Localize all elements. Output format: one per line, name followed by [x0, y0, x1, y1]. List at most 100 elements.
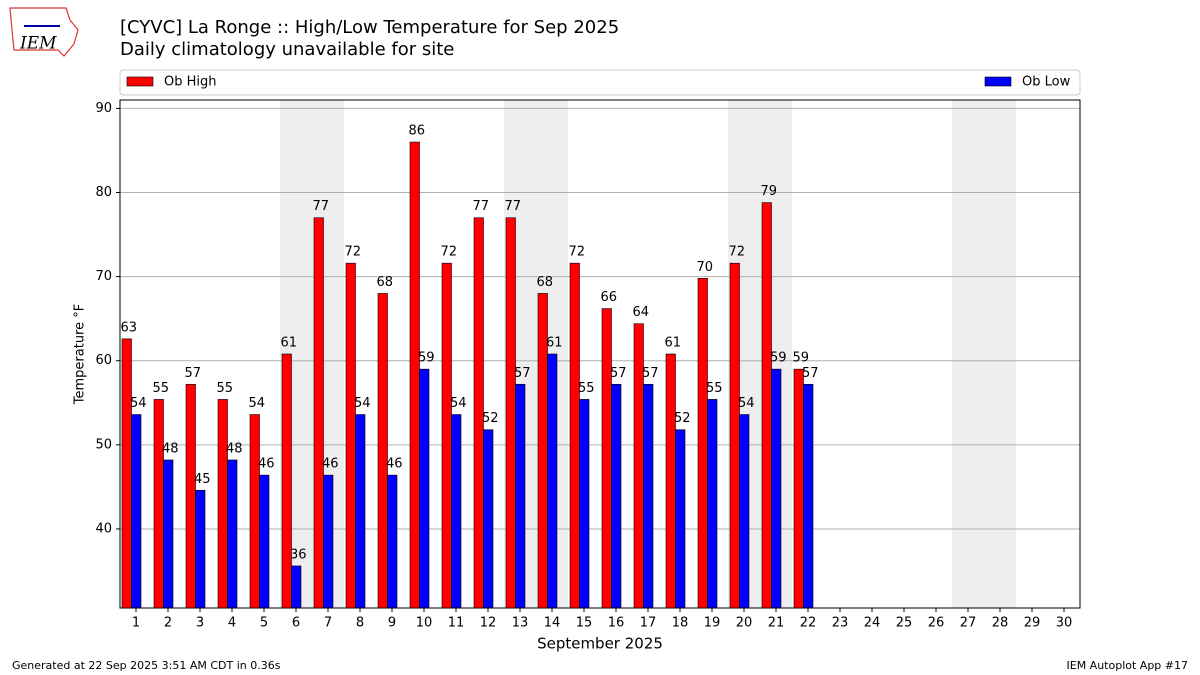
bar	[195, 489, 206, 609]
y-tick-label: 80	[95, 185, 112, 200]
data-label: 54	[738, 396, 755, 411]
legend-swatch	[984, 76, 1012, 87]
data-label: 48	[226, 441, 243, 456]
data-label: 54	[354, 396, 371, 411]
footer-right: IEM Autoplot App #17	[1067, 659, 1189, 672]
bar	[579, 399, 590, 609]
bar	[227, 459, 238, 609]
data-label: 66	[600, 290, 617, 305]
data-label: 77	[472, 199, 489, 214]
x-tick-label: 25	[896, 616, 913, 631]
x-tick-label: 28	[992, 616, 1009, 631]
bar	[345, 262, 356, 609]
data-label: 72	[568, 245, 585, 260]
x-tick-label: 15	[576, 616, 593, 631]
x-tick-label: 23	[832, 616, 849, 631]
data-label: 70	[696, 260, 713, 275]
data-label: 45	[194, 472, 211, 487]
bar	[697, 278, 708, 609]
y-tick-label: 50	[95, 437, 112, 452]
bar	[313, 217, 324, 609]
data-label: 61	[280, 336, 297, 351]
x-tick-label: 18	[672, 616, 689, 631]
logo: IEM	[9, 7, 79, 57]
data-label: 55	[152, 381, 169, 396]
x-tick-label: 20	[736, 616, 753, 631]
legend-label: Ob Low	[1022, 75, 1071, 90]
bar	[483, 429, 494, 609]
bar	[323, 474, 334, 609]
logo-outline	[9, 7, 79, 57]
chart-title: [CYVC] La Ronge :: High/Low Temperature …	[120, 17, 619, 38]
data-label: 57	[184, 366, 201, 381]
data-label: 61	[664, 336, 681, 351]
bar	[611, 383, 622, 609]
y-tick-label: 70	[95, 269, 112, 284]
x-tick-label: 22	[800, 616, 817, 631]
data-label: 63	[120, 320, 137, 335]
data-label: 46	[322, 457, 339, 472]
bar	[409, 141, 420, 609]
bar	[387, 474, 398, 609]
x-tick-label: 7	[324, 616, 332, 631]
x-axis-label: September 2025	[537, 635, 663, 653]
legend-swatch	[126, 76, 154, 87]
data-label: 52	[482, 411, 499, 426]
data-label: 77	[504, 199, 521, 214]
data-label: 57	[642, 366, 659, 381]
x-tick-label: 13	[512, 616, 529, 631]
x-tick-label: 29	[1024, 616, 1041, 631]
data-label: 54	[248, 396, 265, 411]
data-label: 68	[536, 275, 553, 290]
bar	[707, 399, 718, 609]
bar	[665, 353, 676, 609]
bar	[643, 383, 654, 609]
data-label: 72	[440, 245, 457, 260]
bar	[419, 368, 430, 609]
bar	[771, 368, 782, 609]
data-label: 46	[386, 457, 403, 472]
x-tick-label: 12	[480, 616, 497, 631]
y-tick-label: 60	[95, 353, 112, 368]
data-label: 55	[216, 381, 233, 396]
bar	[259, 474, 270, 609]
data-label: 64	[632, 305, 649, 320]
x-tick-label: 24	[864, 616, 881, 631]
weekend-shade	[984, 100, 1016, 608]
x-tick-label: 11	[448, 616, 465, 631]
x-tick-label: 21	[768, 616, 785, 631]
data-label: 79	[760, 184, 777, 199]
y-axis-label: Temperature °F	[73, 304, 88, 405]
bar	[803, 383, 814, 609]
x-tick-label: 8	[356, 616, 364, 631]
footer-left: Generated at 22 Sep 2025 3:51 AM CDT in …	[12, 659, 281, 672]
bar	[217, 399, 228, 609]
x-tick-label: 17	[640, 616, 657, 631]
bar	[281, 353, 292, 609]
bar	[569, 262, 580, 609]
y-tick-label: 90	[95, 101, 112, 116]
data-label: 52	[674, 411, 691, 426]
data-label: 72	[344, 245, 361, 260]
data-label: 68	[376, 275, 393, 290]
bar	[153, 399, 164, 609]
x-tick-label: 5	[260, 616, 268, 631]
bar	[547, 353, 558, 609]
data-label: 48	[162, 441, 179, 456]
data-label: 59	[418, 351, 435, 366]
bar	[451, 414, 462, 609]
plot-frame	[119, 99, 1081, 609]
x-tick-label: 16	[608, 616, 625, 631]
data-label: 59	[792, 351, 809, 366]
bar	[675, 429, 686, 609]
bar	[601, 308, 612, 609]
data-label: 61	[546, 336, 563, 351]
x-tick-label: 30	[1056, 616, 1073, 631]
bar	[793, 368, 804, 609]
data-label: 59	[770, 351, 787, 366]
data-label: 36	[290, 547, 307, 562]
bar	[441, 262, 452, 609]
bar	[291, 565, 302, 609]
x-tick-label: 6	[292, 616, 300, 631]
